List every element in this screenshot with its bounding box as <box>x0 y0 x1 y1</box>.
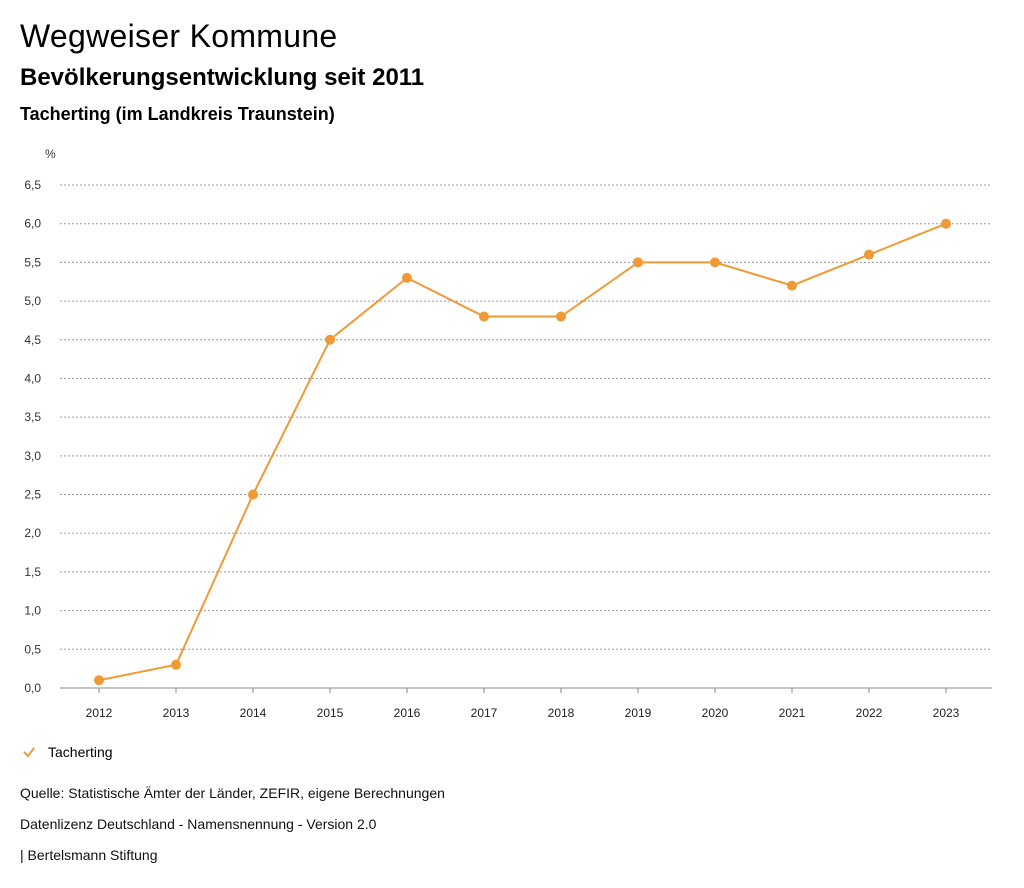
publisher-note: | Bertelsmann Stiftung <box>20 847 158 863</box>
y-tick-label: 2,5 <box>24 488 41 502</box>
data-point <box>94 675 104 686</box>
series-line-tacherting <box>98 222 947 682</box>
data-point <box>402 272 412 283</box>
check-icon <box>23 747 35 758</box>
y-tick-label: 6,5 <box>24 178 41 192</box>
data-point <box>556 311 566 322</box>
data-point <box>864 249 874 260</box>
data-point <box>325 334 335 345</box>
y-tick-label: 5,5 <box>24 255 41 269</box>
legend-label: Tacherting <box>48 744 113 760</box>
x-tick-label: 2016 <box>394 706 421 720</box>
y-axis-unit-label: % <box>45 147 56 161</box>
y-tick-label: 0,5 <box>24 642 41 656</box>
x-tick-label: 2023 <box>933 706 960 720</box>
y-tick-label: 4,5 <box>24 333 41 347</box>
legend-item-tacherting[interactable]: Tacherting <box>22 744 113 760</box>
y-tick-label: 4,0 <box>24 371 41 385</box>
data-point <box>248 489 258 500</box>
data-point <box>710 257 720 268</box>
x-tick-label: 2020 <box>702 706 729 720</box>
x-tick-label: 2019 <box>625 706 652 720</box>
x-tick-label: 2015 <box>317 706 344 720</box>
page-title: Wegweiser Kommune <box>20 18 338 54</box>
line-chart: % 0,0 0,5 1,0 1,5 2,0 2,5 3,0 3,5 4,0 4,5 5,0 5,5 6,… <box>24 147 992 720</box>
data-point <box>633 257 643 268</box>
data-point <box>479 311 489 322</box>
y-tick-label: 1,0 <box>24 604 41 618</box>
data-point <box>171 659 181 670</box>
x-tick-label: 2014 <box>240 706 267 720</box>
y-tick-label: 5,0 <box>24 294 41 308</box>
x-tick-label: 2013 <box>163 706 190 720</box>
x-tick-label: 2018 <box>548 706 575 720</box>
y-tick-label: 2,0 <box>24 526 41 540</box>
y-tick-label: 1,5 <box>24 565 41 579</box>
y-tick-label: 6,0 <box>24 217 41 231</box>
x-tick-label: 2017 <box>471 706 498 720</box>
x-tick-label: 2022 <box>856 706 883 720</box>
y-tick-label: 3,5 <box>24 410 41 424</box>
data-point <box>787 280 797 291</box>
y-tick-label: 0,0 <box>24 681 41 695</box>
x-tick-label: 2012 <box>86 706 113 720</box>
license-note: Datenlizenz Deutschland - Namensnennung … <box>20 816 377 832</box>
region-label: Tacherting (im Landkreis Traunstein) <box>20 104 335 124</box>
y-tick-label: 3,0 <box>24 449 41 463</box>
data-point <box>941 218 951 229</box>
source-note: Quelle: Statistische Ämter der Länder, Z… <box>20 785 445 801</box>
x-tick-label: 2021 <box>779 706 806 720</box>
chart-subtitle: Bevölkerungsentwicklung seit 2011 <box>20 64 425 91</box>
